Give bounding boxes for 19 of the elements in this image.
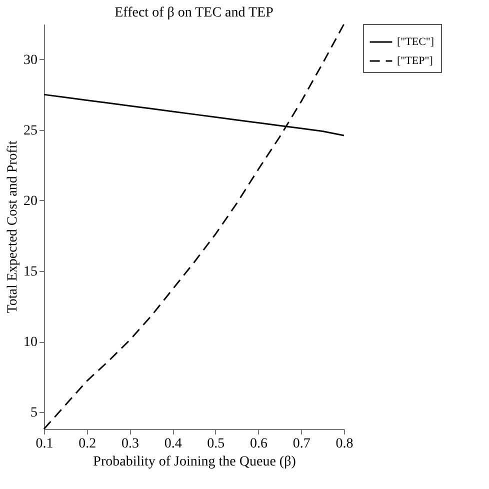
y-axis-title: Total Expected Cost and Profit [6,140,20,314]
y-tick-label: 20 [24,194,38,209]
x-tick-label: 0.7 [292,436,310,452]
chart-title: Effect of β on TEC and TEP [114,5,274,20]
y-tick-label: 25 [24,123,38,138]
legend-label: ["TEP"] [397,55,433,67]
x-tick-label: 0.1 [36,436,54,452]
x-tick-label: 0.2 [78,436,96,452]
x-tick-label: 0.3 [121,436,139,452]
x-tick-label: 0.8 [336,436,354,452]
legend-label: ["TEC"] [397,36,434,48]
x-axis-title: Probability of Joining the Queue (β) [93,454,296,470]
x-tick-label: 0.4 [164,436,182,452]
x-tick-label: 0.5 [207,436,225,452]
x-tick-label: 0.6 [250,436,268,452]
y-tick-label: 15 [24,264,38,280]
y-tick-label: 10 [24,335,38,350]
y-tick-label: 5 [30,406,38,421]
y-tick-label: 30 [24,52,38,68]
